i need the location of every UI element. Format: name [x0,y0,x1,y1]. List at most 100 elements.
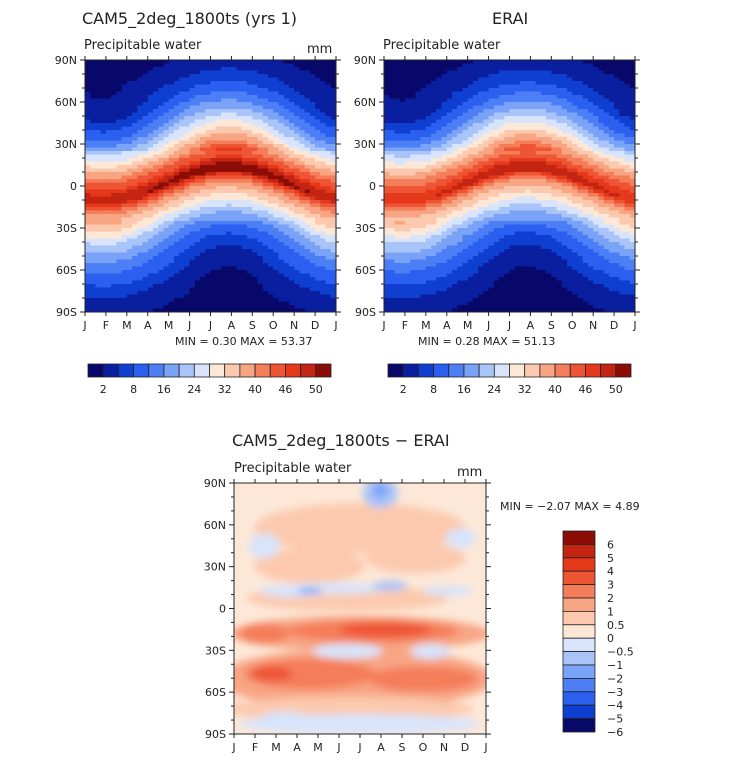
field-cell [132,249,138,254]
field-cell [142,252,149,257]
field-cell [152,77,159,82]
field-cell [320,298,327,303]
field-cell [85,277,91,282]
field-cell [629,151,635,156]
field-cell [551,112,558,117]
field-cell [273,301,280,306]
field-cell [283,266,290,271]
field-cell [215,172,222,177]
field-cell [294,217,300,222]
field-cell [158,179,165,184]
field-cell [587,116,594,121]
field-cell [315,280,321,285]
field-cell [226,231,233,236]
field-cell [320,284,327,289]
field-cell [415,140,422,145]
field-cell [105,109,112,114]
field-cell [551,144,558,149]
field-cell [582,95,589,100]
field-cell [288,284,295,289]
field-cell [493,88,500,93]
field-cell [142,189,149,194]
field-cell [546,98,552,103]
field-cell [210,186,217,191]
field-cell [467,133,474,138]
field-cell [309,235,316,240]
field-cell [525,123,532,128]
field-cell [163,280,170,285]
field-cell [519,116,526,121]
field-cell [582,88,589,93]
field-cell [152,193,159,198]
field-cell [241,263,248,268]
field-cell [499,158,505,163]
field-cell [325,70,332,75]
field-cell [158,172,165,177]
field-cell [105,277,112,282]
field-cell [152,95,159,100]
field-cell [299,165,306,170]
field-cell [200,172,206,177]
field-cell [509,88,516,93]
field-cell [262,154,269,159]
field-cell [121,109,128,114]
field-cell [451,63,458,68]
field-cell [462,95,469,100]
field-cell [241,151,248,156]
field-cell [598,140,605,145]
field-cell [294,235,300,240]
field-cell [257,270,264,275]
field-cell [478,98,484,103]
field-cell [121,235,128,240]
field-cell [158,287,165,292]
field-cell [241,305,248,310]
field-cell [247,95,253,100]
field-cell [420,109,427,114]
field-cell [304,63,311,68]
field-cell [488,70,495,75]
field-cell [132,102,138,107]
field-cell [173,119,180,124]
field-cell [582,119,589,124]
field-cell [132,186,138,191]
field-cell [189,105,196,110]
field-cell [309,298,316,303]
field-cell [425,154,432,159]
field-cell [90,95,97,100]
field-cell [200,98,206,103]
field-cell [95,224,102,229]
field-cell [415,126,422,131]
field-cell [325,123,332,128]
field-cell [262,67,269,72]
field-cell [179,74,185,79]
field-cell [493,154,500,159]
field-cell [111,77,117,82]
panel2-variable: Precipitable water [383,38,501,53]
field-cell [100,126,107,131]
field-cell [132,161,138,166]
field-cell [587,74,594,79]
field-cell [163,109,170,114]
field-cell [288,81,295,86]
field-cell [121,67,128,72]
field-cell [105,207,112,212]
field-cell [415,60,422,65]
field-cell [226,210,233,215]
field-cell [95,308,102,312]
field-cell [320,189,327,194]
field-cell [100,210,107,215]
field-cell [384,133,390,138]
field-cell [273,140,280,145]
field-cell [257,151,264,156]
field-cell [304,74,311,79]
field-cell [137,84,144,89]
field-cell [205,137,212,142]
field-cell [325,238,332,243]
field-cell [226,182,233,187]
field-cell [535,91,542,96]
field-cell [247,193,253,198]
field-cell [420,151,427,156]
field-cell [278,88,285,93]
field-cell [530,95,537,100]
field-cell [85,287,91,292]
